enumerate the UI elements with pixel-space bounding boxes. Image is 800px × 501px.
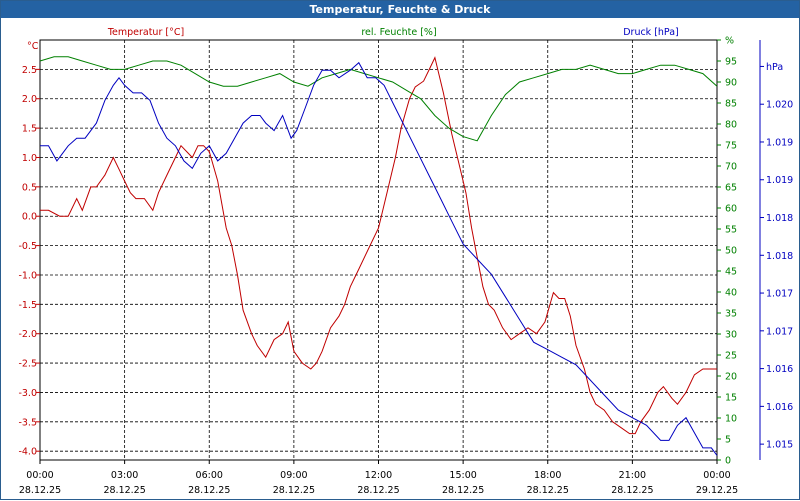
humidity-tick-label: 30 xyxy=(725,330,737,341)
legend-0: Temperatur [°C] xyxy=(107,27,184,38)
x-tick-time: 00:00 xyxy=(26,470,53,481)
temp-tick-label: -1.5 xyxy=(18,300,37,311)
temp-tick-label: -2.0 xyxy=(18,329,37,340)
humidity-tick-label: 90 xyxy=(725,78,737,89)
temp-tick-label: -3.5 xyxy=(18,417,37,428)
humidity-tick-label: 15 xyxy=(725,393,737,404)
x-tick-time: 21:00 xyxy=(619,470,646,481)
humidity-tick-label: 50 xyxy=(725,246,737,257)
humidity-tick-label: 10 xyxy=(725,414,737,425)
pressure-tick-label: 1.019 xyxy=(766,137,793,148)
temp-tick-label: 0.5 xyxy=(22,182,37,193)
pressure-tick-label: 1.019 xyxy=(766,175,793,186)
x-tick-date: 28.12.25 xyxy=(611,485,653,496)
x-tick-time: 12:00 xyxy=(365,470,392,481)
humidity-tick-label: 20 xyxy=(725,372,737,383)
temp-unit-label: °C xyxy=(27,41,39,52)
pressure-tick-label: 1.016 xyxy=(766,402,793,413)
humidity-tick-label: 55 xyxy=(725,225,737,236)
temp-tick-label: 2.5 xyxy=(22,65,37,76)
x-tick-time: 06:00 xyxy=(196,470,223,481)
x-tick-date: 28.12.25 xyxy=(527,485,569,496)
humidity-tick-label: 75 xyxy=(725,141,737,152)
humidity-tick-label: 95 xyxy=(725,57,737,68)
legend-2: Druck [hPa] xyxy=(623,27,679,38)
x-tick-time: 18:00 xyxy=(534,470,561,481)
axes: -4.0 -3.5 -3.0 -2.5 -2.0 -1.5 -1.0 -0.5 0.0 0.5 1.… xyxy=(18,27,793,496)
pressure-tick-label: 1.017 xyxy=(766,289,793,300)
humidity-tick-label: 25 xyxy=(725,351,737,362)
humidity-tick-label: % xyxy=(725,36,734,47)
grid-lines xyxy=(40,40,717,460)
pressure-tick-label: 1.020 xyxy=(766,100,793,111)
humidity-tick-label: 85 xyxy=(725,99,737,110)
humidity-tick-label: 65 xyxy=(725,183,737,194)
x-tick-date: 28.12.25 xyxy=(273,485,315,496)
series-line-1 xyxy=(39,56,718,142)
humidity-tick-label: 80 xyxy=(725,120,737,131)
chart-title: Temperatur, Feuchte & Druck xyxy=(1,1,799,18)
temp-tick-label: -3.0 xyxy=(18,388,37,399)
temp-tick-label: 2.0 xyxy=(22,94,37,105)
x-tick-time: 09:00 xyxy=(280,470,307,481)
pressure-tick-label: 1.016 xyxy=(766,364,793,375)
series-line-0 xyxy=(40,56,717,435)
humidity-tick-label: 60 xyxy=(725,204,737,215)
pressure-tick-label: hPa xyxy=(766,62,783,73)
humidity-tick-label: 35 xyxy=(725,309,737,320)
temp-tick-label: -2.5 xyxy=(18,359,37,370)
legend-1: rel. Feuchte [%] xyxy=(361,27,436,38)
x-tick-date: 28.12.25 xyxy=(357,485,399,496)
humidity-tick-label: 5 xyxy=(725,435,731,446)
temp-tick-label: -4.0 xyxy=(18,447,37,458)
humidity-tick-label: 70 xyxy=(725,162,737,173)
x-tick-date: 28.12.25 xyxy=(103,485,145,496)
series-line-2 xyxy=(40,61,718,456)
temp-tick-label: 1.5 xyxy=(22,124,37,135)
temp-tick-label: -0.5 xyxy=(18,241,37,252)
humidity-tick-label: 0 xyxy=(725,456,731,467)
pressure-tick-label: 1.018 xyxy=(766,251,793,262)
x-tick-date: 28.12.25 xyxy=(188,485,230,496)
pressure-tick-label: 1.018 xyxy=(766,213,793,224)
temp-tick-label: 0.0 xyxy=(22,212,37,223)
x-tick-date: 28.12.25 xyxy=(19,485,61,496)
temp-tick-label: -1.0 xyxy=(18,270,37,281)
pressure-tick-label: 1.017 xyxy=(766,326,793,337)
x-tick-time: 15:00 xyxy=(449,470,476,481)
x-tick-date: 29.12.25 xyxy=(696,485,738,496)
humidity-tick-label: 45 xyxy=(725,267,737,278)
series-lines xyxy=(39,56,718,456)
x-tick-time: 03:00 xyxy=(111,470,138,481)
x-tick-date: 28.12.25 xyxy=(442,485,484,496)
pressure-tick-label: 1.015 xyxy=(766,440,793,451)
x-tick-time: 00:00 xyxy=(703,470,730,481)
temp-tick-label: 1.0 xyxy=(22,153,37,164)
humidity-tick-label: 40 xyxy=(725,288,737,299)
